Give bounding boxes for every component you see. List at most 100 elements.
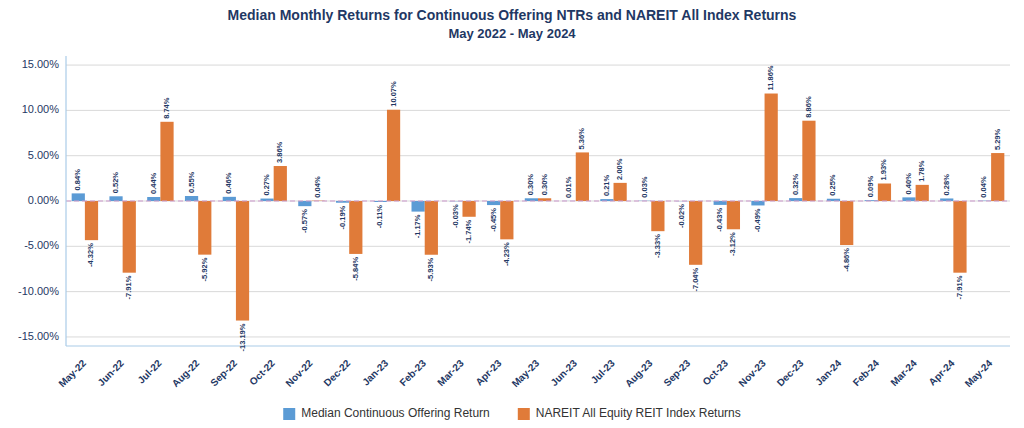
x-tick-label: Sep-23 [661,357,692,388]
data-label: -7.04% [691,267,700,291]
bar [185,196,198,201]
bar [198,201,211,255]
data-label: 5.36% [577,128,586,150]
bar [765,94,778,201]
y-tick-label: -5.00% [24,239,59,251]
bar [109,196,122,201]
bar [425,201,438,255]
bar [727,201,740,229]
bar [689,201,702,265]
bar [751,201,764,205]
data-label: 2.00% [615,158,624,180]
grid-line [66,336,1010,337]
data-label: 0.25% [828,174,837,196]
bar [651,201,664,231]
data-label: -4.23% [502,242,511,266]
x-tick-label: Nov-22 [283,357,315,389]
x-axis-line [66,345,1010,346]
data-label: -7.91% [124,275,133,299]
data-label: -0.43% [715,208,724,232]
legend-swatch [283,408,295,420]
x-tick-label: Mar-23 [435,357,466,388]
x-tick-label: Nov-23 [736,357,768,389]
data-label: 0.40% [904,173,913,195]
bar [387,110,400,201]
x-tick-label: Oct-22 [247,357,277,387]
legend-label: Median Continuous Offering Return [301,406,490,420]
bar [298,201,311,206]
x-tick-label: Apr-24 [926,357,956,387]
x-tick-label: Jun-22 [95,357,126,388]
legend: Median Continuous Offering ReturnNAREIT … [283,406,741,420]
data-label: 8.74% [162,97,171,119]
x-tick-label: Aug-23 [623,357,655,389]
x-tick-label: May-23 [510,357,542,389]
grid-line [66,65,1010,66]
bar [802,121,815,201]
data-label: 0.32% [791,174,800,196]
y-axis-line [65,56,66,346]
data-label: -0.03% [451,204,460,228]
grid-line [66,110,1010,111]
data-label: -13.19% [238,323,247,351]
bars [72,94,1005,321]
data-label: 0.55% [187,171,196,193]
x-tick-label: Dec-23 [775,357,806,388]
data-label: 0.30% [540,174,549,196]
zero-line [66,201,1010,202]
x-tick-label: May-24 [963,357,995,389]
bar [223,197,236,201]
x-tick-label: Jul-22 [135,357,164,386]
data-label: 0.03% [640,176,649,198]
grid-line [66,291,1010,292]
x-tick-label: May-22 [56,357,88,389]
x-tick-label: Apr-23 [473,357,503,387]
x-tick-label: Feb-23 [397,357,428,388]
data-label: -7.91% [955,275,964,299]
x-tick-label: Mar-24 [888,357,919,388]
x-tick-label: Feb-24 [851,357,882,388]
x-tick-label: Oct-23 [700,357,730,387]
subtitle: May 2022 - May 2024 [448,26,576,41]
data-label: -4.86% [842,248,851,272]
data-label: -0.57% [300,209,309,233]
data-label: 8.86% [804,96,813,118]
bar [72,193,85,201]
data-label: 0.09% [866,176,875,198]
data-label: -0.02% [677,204,686,228]
data-label: 3.86% [275,141,284,163]
grid [66,65,1010,337]
y-tick-label: 15.00% [22,58,60,70]
bar [614,183,627,201]
data-label: -0.19% [338,205,347,229]
data-label: 0.46% [224,172,233,194]
x-tick-label: Sep-22 [208,357,239,388]
data-label: 0.01% [564,176,573,198]
data-label: 11.86% [766,65,775,90]
data-label: 0.27% [262,174,271,196]
data-label: 0.21% [602,174,611,196]
data-label: -1.74% [464,219,473,243]
data-label: 0.04% [313,176,322,198]
y-tick-label: 10.00% [22,103,60,115]
bar [236,201,249,321]
y-tick-label: -15.00% [18,330,59,342]
bar [487,201,500,205]
data-label: -3.12% [728,232,737,256]
bar [123,201,136,273]
x-tick-label: Aug-22 [170,357,202,389]
data-label: -0.11% [375,205,384,229]
y-tick-label: 5.00% [28,149,59,161]
data-label: 0.52% [111,172,120,194]
data-labels: 0.84%0.52%0.44%0.55%0.46%0.27%-0.57%-0.1… [73,65,1001,351]
bar [500,201,513,239]
data-label: 10.07% [389,81,398,107]
x-tick-label: Jan-23 [360,357,390,387]
data-label: 1.93% [879,159,888,181]
bar [349,201,362,254]
y-tick-label: 0.00% [28,194,59,206]
title: Median Monthly Returns for Continuous Of… [228,7,797,23]
bar [878,184,891,201]
bar [274,166,287,201]
data-label: 0.30% [526,174,535,196]
